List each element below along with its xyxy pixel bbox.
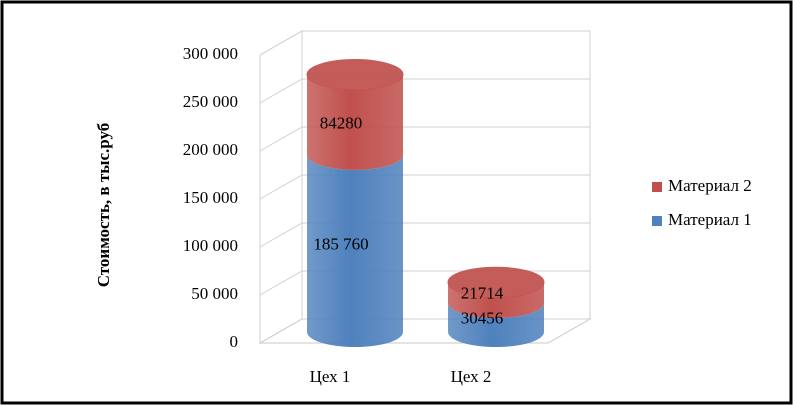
grid-line (259, 222, 590, 248)
cylinder-segment (307, 154, 403, 347)
data-label: 21714 (461, 284, 504, 303)
legend-label: Материал 1 (668, 210, 752, 229)
cylinder-segment (448, 302, 544, 347)
grid-line (259, 174, 590, 200)
cylinder-top (447, 266, 545, 298)
y-tick-label: 300 000 (183, 44, 238, 63)
data-label: 185 760 (313, 234, 368, 253)
y-tick-label: 150 000 (183, 188, 238, 207)
data-label: 84280 (320, 114, 363, 133)
legend-swatch (652, 182, 662, 192)
y-axis-title: Стоимость, в тыс.руб (94, 123, 113, 288)
y-tick-label: 250 000 (183, 92, 238, 111)
cylinder-segment (448, 282, 544, 318)
x-tick-label: Цех 1 (310, 367, 351, 386)
grid-line (259, 78, 590, 104)
grid-line (259, 126, 590, 152)
data-label: 30456 (461, 308, 504, 327)
legend-label: Материал 2 (668, 176, 752, 195)
x-tick-label: Цех 2 (451, 367, 492, 386)
y-tick-label: 200 000 (183, 140, 238, 159)
legend-swatch (652, 216, 662, 226)
y-tick-label: 0 (230, 332, 239, 351)
cylinder-segment (307, 74, 403, 170)
cylinder-top (306, 59, 404, 91)
grid-line (259, 30, 590, 56)
y-tick-label: 50 000 (191, 284, 238, 303)
y-tick-label: 100 000 (183, 236, 238, 255)
